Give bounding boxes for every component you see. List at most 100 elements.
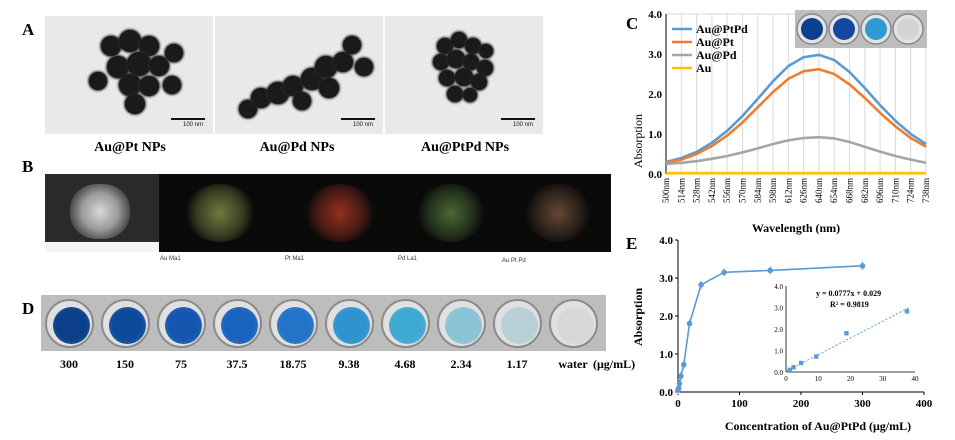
x-tick-label: 100 [731, 398, 748, 410]
well [493, 299, 542, 348]
y-tick-label: 2.0 [659, 311, 673, 323]
legend-label: Au [696, 61, 712, 75]
data-point [721, 269, 727, 276]
well-solution [389, 307, 426, 344]
chart-e-ylabel: Absorption [631, 288, 645, 346]
legend-label: Au@Pd [696, 48, 737, 62]
y-tick-label: 0.0 [648, 169, 662, 181]
well-solution [53, 307, 90, 344]
chart-e-concentration: 0.01.02.03.04.0 0 100 200 300 400 Absorption… [631, 235, 933, 433]
map-label-au: Au Ma1 [160, 256, 181, 262]
well-concentration-label: 37.5 [226, 357, 248, 371]
x-tick-label: 500nm [661, 178, 671, 203]
well [325, 299, 374, 348]
inset-data-point [787, 367, 792, 373]
x-tick-label: 542nm [707, 178, 717, 203]
map-au [159, 174, 283, 252]
x-tick-label: 654nm [829, 178, 839, 203]
tem-scale-label: 100 nm [512, 122, 533, 128]
panel-letter-b: B [22, 157, 34, 176]
inset-y-tick-label: 4.0 [774, 283, 783, 291]
x-tick-label: 200 [793, 398, 810, 410]
x-tick-label: 696nm [875, 178, 885, 203]
haadf-image [45, 174, 159, 252]
map-label-overlay: Au Pt Pd [502, 258, 526, 264]
x-tick-label: 682nm [860, 178, 870, 203]
x-tick-label: 710nm [890, 178, 900, 203]
legend-label: Au@Pt [696, 35, 734, 49]
x-tick-label: 514nm [676, 178, 686, 203]
panel-letter-c: C [626, 14, 639, 33]
data-point [686, 320, 693, 327]
x-tick-label: 598nm [768, 178, 778, 203]
tem-scale-label: 100 nm [352, 122, 373, 128]
well-concentration-label: 300 [60, 357, 78, 371]
x-tick-label: 626nm [799, 178, 809, 203]
well-solution [165, 307, 202, 344]
inset-well-solution [833, 18, 855, 40]
y-tick-label: 3.0 [648, 49, 662, 61]
y-tick-label: 4.0 [659, 235, 673, 247]
map-pt [283, 174, 397, 252]
inset-y-tick-label: 1.0 [774, 348, 783, 356]
tem-image-au-pd: 100 nm [215, 16, 383, 134]
inset-y-tick-label: 0.0 [774, 369, 783, 377]
inset-x-tick-label: 0 [784, 375, 788, 383]
x-tick-label: 668nm [845, 178, 855, 203]
inset-x-tick-label: 30 [879, 375, 887, 383]
tem-caption-au-ptpd: Au@PtPd NPs [420, 140, 510, 155]
inset-y-tick-label: 3.0 [774, 305, 783, 313]
y-tick-label: 3.0 [659, 273, 673, 285]
inset-data-point [904, 309, 910, 314]
well-solution [221, 307, 258, 344]
data-point [680, 361, 687, 368]
tem-image-au-pt: 100 nm [45, 16, 213, 134]
data-point [678, 373, 684, 379]
inset-y-tick-label: 2.0 [774, 326, 783, 334]
y-tick-label: 1.0 [648, 129, 662, 141]
y-tick-label: 4.0 [648, 9, 662, 21]
inset-well-solution [897, 18, 919, 40]
data-point [859, 263, 866, 269]
x-tick-label: 400 [916, 398, 933, 410]
x-tick-label: 0 [675, 398, 681, 410]
inset-regression-line [785, 307, 909, 372]
data-point [676, 380, 683, 387]
inset-data-point [844, 331, 849, 336]
panel-letter-e: E [626, 234, 638, 253]
inset-r-squared: R² = 0.9819 [830, 300, 869, 309]
y-tick-label: 2.0 [648, 89, 662, 101]
tem-image-au-ptpd: 100 nm [385, 16, 543, 134]
chart-c-xlabel: Wavelength (nm) [752, 221, 840, 235]
well-concentration-label: 18.75 [279, 357, 307, 371]
well [101, 299, 150, 348]
well-concentration-label: 2.34 [450, 357, 472, 371]
x-tick-label: 724nm [906, 178, 916, 203]
chart-c-spectrum: 0.0 1.0 2.0 3.0 4.0 500nm 514nm 528nm 542nm 556n… [631, 9, 931, 235]
inset-x-tick-label: 10 [815, 375, 823, 383]
y-tick-label: 1.0 [659, 349, 673, 361]
inset-data-point [814, 354, 819, 359]
x-tick-label: 584nm [753, 178, 763, 203]
well [269, 299, 318, 348]
x-tick-label: 300 [854, 398, 871, 410]
map-label-pd: Pd La1 [398, 256, 418, 262]
panel-letter-d: D [22, 299, 35, 318]
series-line-au-pd [665, 135, 927, 166]
map-pd [397, 174, 505, 252]
well-solution [501, 307, 538, 344]
x-tick-label: 556nm [722, 178, 732, 203]
well-solution [109, 307, 146, 344]
y-tick-label: 0.0 [659, 387, 673, 399]
panel-letter-a: A [22, 20, 35, 39]
inset-data-point [798, 360, 804, 366]
well-solution [333, 307, 370, 344]
inset-x-tick-label: 20 [847, 375, 855, 383]
series-line-au-pt [665, 67, 927, 165]
data-point [675, 385, 682, 391]
inset-well-solution [801, 18, 823, 40]
data-point [698, 282, 704, 288]
well-solution [445, 307, 482, 344]
inset-data-point [791, 365, 796, 370]
tem-caption-au-pd: Au@Pd NPs [259, 140, 335, 155]
